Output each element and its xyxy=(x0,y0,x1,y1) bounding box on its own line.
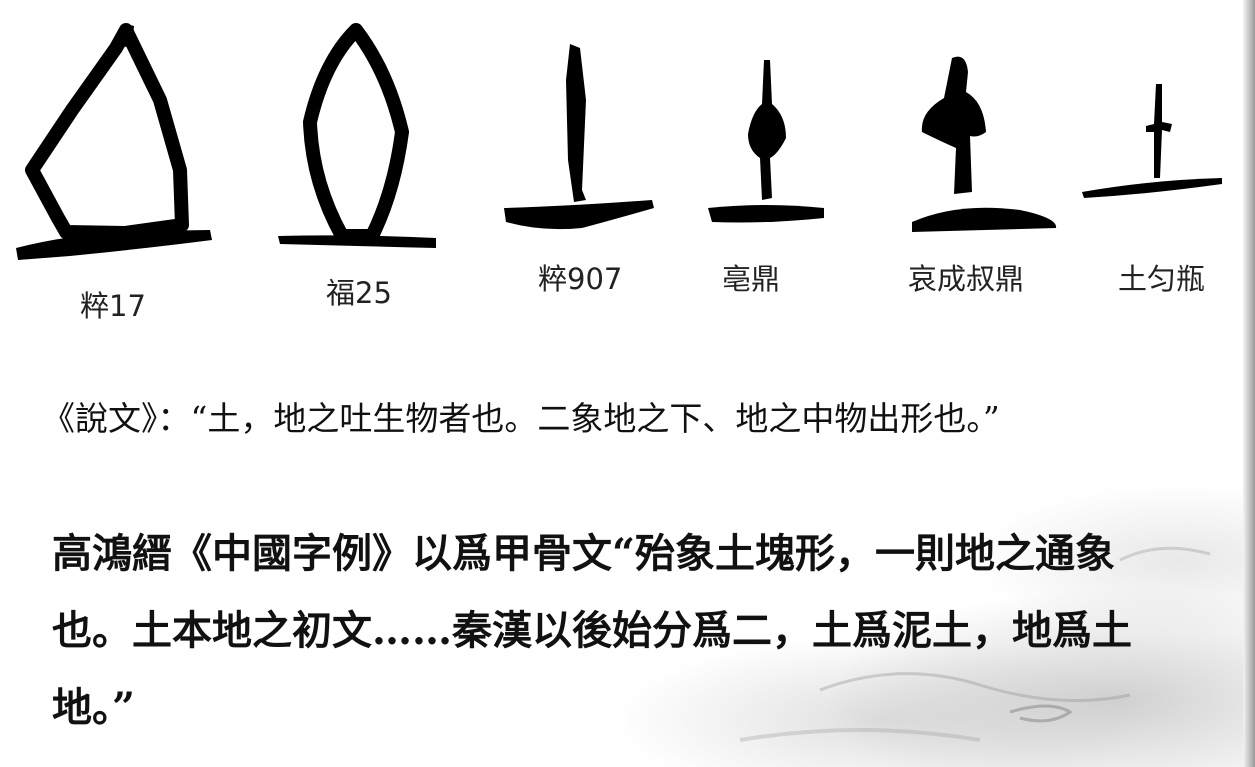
glyph-cui-17 xyxy=(10,20,220,265)
gao-hongjin-paragraph: 高鴻縉《中國字例》以爲甲骨文“殆象土塊形，一則地之通象也。土本地之初文……秦漢以… xyxy=(52,530,1132,731)
glyph-label: 粹907 xyxy=(538,262,623,296)
glyph-bo-ding xyxy=(706,58,831,228)
glyph-label: 福25 xyxy=(326,276,392,310)
glyph-label: 土匀瓶 xyxy=(1118,262,1206,296)
glyph-aichengshu-ding xyxy=(908,52,1063,234)
right-edge-shadow xyxy=(1243,0,1255,767)
glyph-label: 粹17 xyxy=(80,289,146,323)
glyph-cui-907 xyxy=(502,40,657,235)
glyph-tu-yun-ping xyxy=(1080,82,1228,202)
glyph-label: 哀成叔鼎 xyxy=(908,262,1025,296)
shuowen-quote: 《說文》：“土，地之吐生物者也。二象地之下、地之中物出形也。” xyxy=(42,399,1000,438)
glyph-label: 亳鼎 xyxy=(722,262,781,296)
glyph-fu-25 xyxy=(276,22,441,252)
